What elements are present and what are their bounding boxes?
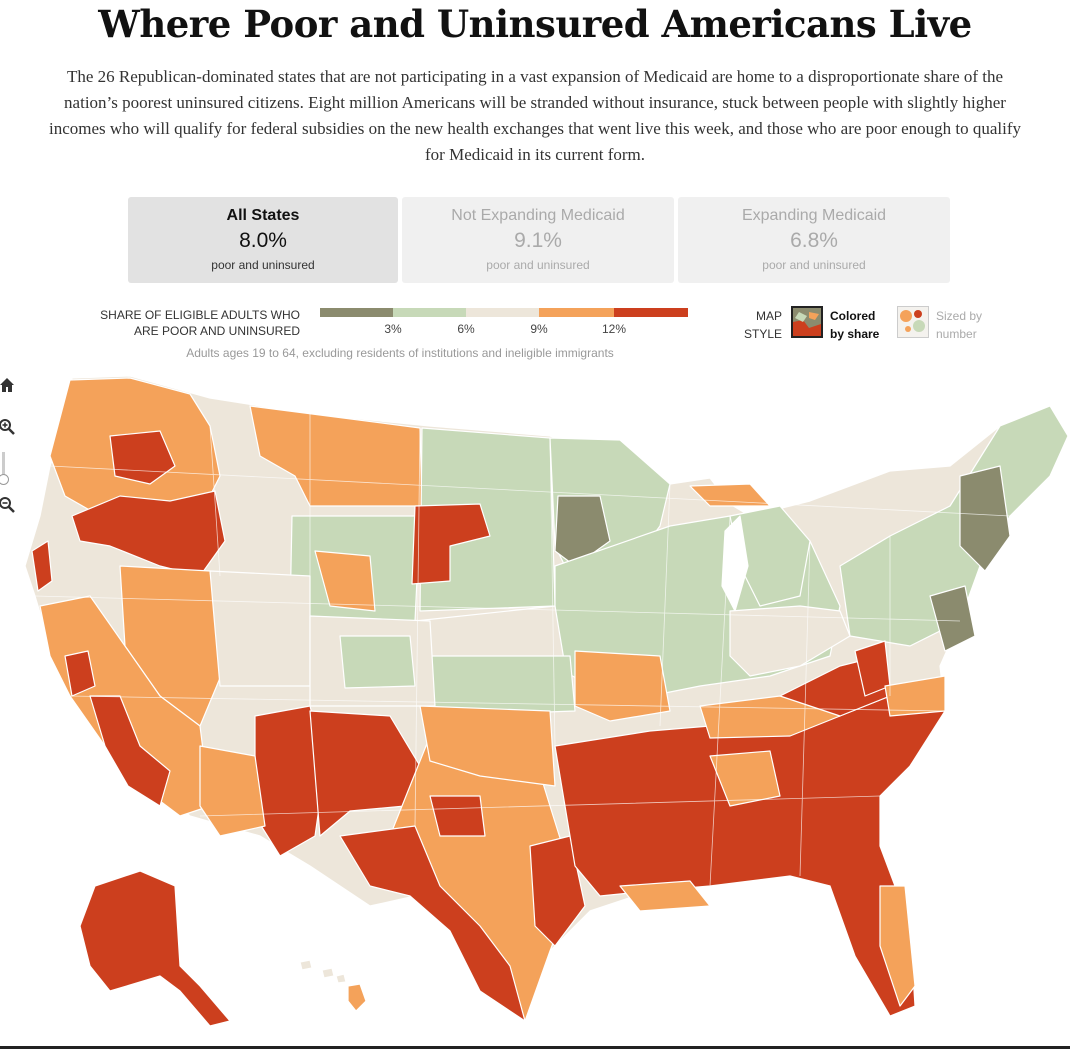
region-missouri-orange	[574, 650, 671, 722]
legend-swatch-lowest	[320, 308, 393, 317]
legend-swatch-mid	[466, 308, 539, 317]
legend-swatch-highest	[614, 308, 688, 317]
tab-title: All States	[226, 207, 300, 224]
tab-value: 9.1%	[514, 229, 562, 252]
home-icon[interactable]	[0, 376, 16, 394]
summary-tabs: All States 8.0% poor and uninsured Not E…	[128, 197, 950, 283]
tab-value: 8.0%	[239, 229, 287, 252]
legend-swatch-low	[393, 308, 466, 317]
legend-tick: 12%	[601, 322, 627, 336]
map-style-option-line: by share	[830, 327, 880, 341]
us-county-map[interactable]	[10, 366, 1070, 1036]
region-texas-red-west	[339, 825, 526, 1022]
map-style-colored-thumbnail[interactable]	[791, 306, 823, 338]
tab-subtitle: poor and uninsured	[762, 258, 866, 272]
zoom-out-icon[interactable]	[0, 496, 16, 514]
region-alaska-red	[79, 870, 231, 1027]
region-oregon-red	[71, 490, 226, 577]
tab-subtitle: poor and uninsured	[211, 258, 315, 272]
map-style-label-line2: STYLE	[743, 327, 782, 341]
region-southeast-orange-patch-2	[619, 880, 711, 912]
tab-expanding[interactable]: Expanding Medicaid 6.8% poor and uninsur…	[678, 197, 950, 283]
map-style-option-line: number	[936, 327, 977, 341]
region-new-england-dark	[959, 465, 1011, 572]
legend-tick: 3%	[384, 322, 402, 336]
region-california-orange	[39, 595, 211, 817]
map-style-option-line: Colored	[830, 309, 876, 323]
region-oklahoma-orange	[419, 705, 556, 787]
zoom-in-icon[interactable]	[0, 418, 16, 436]
region-california-red-north	[64, 650, 96, 697]
legend-title-line1: Share of eligible adults who	[100, 308, 300, 322]
legend-color-scale	[320, 308, 688, 317]
tab-subtitle: poor and uninsured	[486, 258, 590, 272]
region-ohio-indiana-mid	[729, 605, 851, 677]
map-style-sized-option[interactable]: Sized by number	[936, 307, 982, 343]
map-style-sized-thumbnail[interactable]	[897, 306, 929, 338]
zoom-slider-handle[interactable]	[0, 474, 9, 485]
region-colorado-green	[339, 635, 416, 689]
legend-swatch-high	[539, 308, 614, 317]
summary-text: The 26 Republican-dominated states that …	[48, 67, 1022, 164]
map-style-label: MAP STYLE	[732, 307, 782, 343]
region-hawaii-orange	[347, 983, 367, 1012]
region-oklahoma-red	[429, 795, 486, 837]
region-california-red-south	[89, 695, 171, 807]
region-new-york-dark	[929, 585, 976, 652]
region-northeast-green	[839, 405, 1069, 647]
region-southeast-orange-patch-1	[709, 750, 781, 807]
legend-tick: 6%	[457, 322, 475, 336]
region-utah-mid	[209, 570, 311, 687]
legend-title: Share of eligible adults who are poor an…	[60, 307, 300, 339]
legend-note: Adults ages 19 to 64, excluding resident…	[186, 346, 614, 360]
tab-not-expanding[interactable]: Not Expanding Medicaid 9.1% poor and uni…	[402, 197, 674, 283]
headline: Where Poor and Uninsured Americans Live	[98, 2, 972, 46]
region-south-red	[554, 695, 946, 1017]
state-boundaries	[34, 414, 1011, 887]
bottom-rule	[0, 1046, 1070, 1049]
tab-all-states[interactable]: All States 8.0% poor and uninsured	[128, 197, 398, 283]
map-style-label-line1: MAP	[755, 309, 782, 323]
tab-title: Expanding Medicaid	[741, 207, 887, 224]
tab-value: 6.8%	[790, 229, 838, 252]
legend-title-line2: are poor and uninsured	[133, 324, 300, 338]
region-wyoming-orange	[314, 550, 376, 612]
region-south-dakota-red	[411, 503, 491, 585]
region-arizona-orange	[199, 745, 266, 837]
region-hawaii-islands	[299, 959, 347, 984]
zoom-controls	[0, 372, 20, 522]
region-florida-orange	[879, 885, 916, 1007]
map-style-colored-option[interactable]: Colored by share	[830, 307, 879, 343]
region-texas-red-east	[529, 835, 586, 947]
region-oregon-coast-red	[31, 540, 53, 592]
map-style-option-line: Sized by	[936, 309, 983, 323]
zoom-slider-track[interactable]	[2, 452, 5, 478]
legend-tick: 9%	[530, 322, 548, 336]
tab-title: Not Expanding Medicaid	[451, 207, 625, 224]
